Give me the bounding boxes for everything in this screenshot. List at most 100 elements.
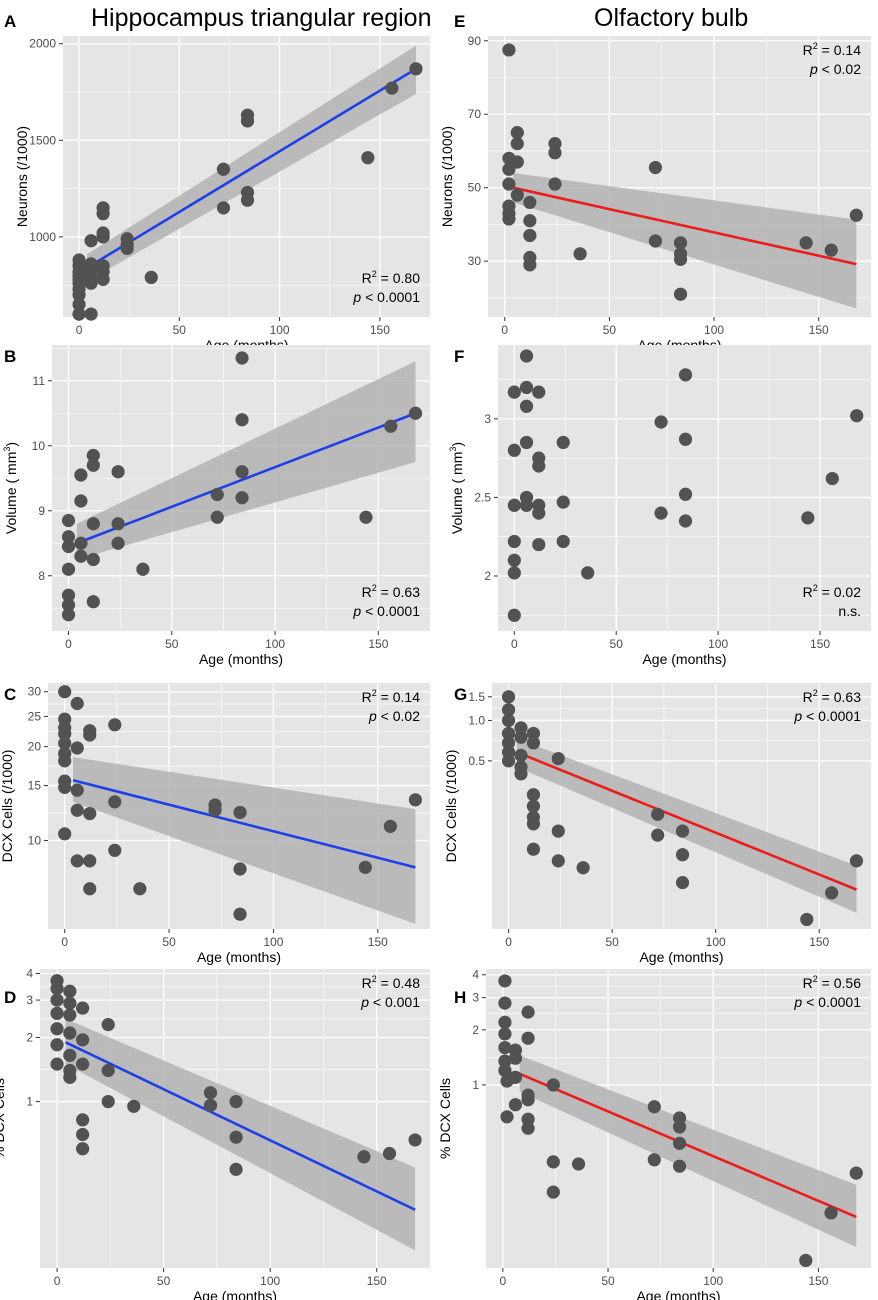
data-point — [83, 806, 97, 821]
data-point — [510, 188, 524, 202]
data-point — [551, 854, 565, 868]
data-point — [136, 562, 150, 576]
data-point — [825, 471, 839, 486]
data-point — [233, 805, 247, 820]
y-tick-label: 30 — [468, 254, 482, 268]
data-point — [651, 828, 665, 842]
data-point — [526, 788, 541, 802]
data-point — [514, 721, 528, 735]
x-tick-label: 100 — [263, 935, 283, 949]
data-point — [523, 258, 537, 272]
data-point — [384, 419, 398, 433]
data-point — [507, 385, 521, 399]
y-tick-label: 2 — [26, 1031, 33, 1045]
data-point — [508, 1070, 523, 1084]
data-point — [800, 912, 814, 927]
x-tick-label: 0 — [61, 935, 68, 949]
p-value-label: n.s. — [838, 603, 861, 619]
data-point — [58, 754, 72, 768]
data-point — [498, 1063, 512, 1078]
y-tick-label: 1500 — [29, 133, 56, 147]
data-point — [672, 1159, 687, 1173]
data-point — [50, 1006, 64, 1020]
data-point — [556, 534, 570, 549]
data-point — [501, 713, 516, 728]
r-squared-label: R2 = 0.02 — [803, 583, 862, 600]
regression-line — [512, 186, 857, 266]
y-tick-label: 30 — [28, 685, 42, 699]
x-tick-label: 50 — [610, 637, 624, 651]
data-point — [521, 1093, 535, 1107]
y-tick-label: 8 — [38, 569, 45, 583]
confidence-band — [519, 1055, 857, 1248]
data-point — [647, 1100, 661, 1114]
data-point — [849, 208, 863, 222]
data-point — [58, 780, 72, 794]
regression-line — [72, 779, 416, 869]
panel-f: F 0 50 100 150 2 2.5 3 R2 = 0.02 n.s. Age (months)… — [448, 345, 871, 667]
y-axis-label: % DCX Cells — [437, 1078, 453, 1159]
data-point — [240, 185, 255, 200]
data-point — [519, 380, 534, 395]
data-point — [144, 270, 158, 285]
panel-letter-g: G — [454, 685, 467, 704]
data-point — [507, 443, 521, 457]
x-tick-label: 150 — [367, 1274, 387, 1288]
data-point — [101, 1063, 115, 1078]
data-point — [678, 514, 693, 528]
data-point — [58, 685, 72, 699]
data-point — [216, 201, 231, 215]
data-point — [523, 228, 537, 243]
data-point — [63, 1008, 77, 1022]
data-point — [556, 495, 570, 509]
data-point — [86, 448, 100, 463]
data-point — [502, 212, 516, 226]
panel-letter-c: C — [4, 685, 16, 704]
data-point — [532, 537, 546, 552]
data-point — [74, 494, 88, 508]
data-point — [382, 1146, 397, 1161]
data-point — [824, 1206, 838, 1220]
data-point — [546, 1185, 560, 1199]
data-point — [210, 487, 224, 502]
p-value-label: p < 0.0001 — [793, 708, 861, 724]
x-tick-label: 150 — [368, 637, 388, 651]
data-point — [61, 608, 76, 622]
data-point — [526, 799, 541, 813]
y-tick-label: 90 — [468, 34, 482, 48]
y-tick-label: 1000 — [29, 230, 56, 244]
x-tick-label: 0 — [76, 323, 83, 337]
data-point — [825, 886, 839, 900]
data-point — [72, 297, 86, 312]
confidence-band — [73, 757, 416, 924]
data-point — [526, 817, 541, 831]
regression-line — [519, 1072, 857, 1219]
data-point — [526, 726, 541, 741]
data-point — [359, 510, 373, 524]
data-point — [824, 243, 838, 257]
x-tick-label: 100 — [703, 1274, 723, 1288]
x-axis-label: Age (months) — [193, 1288, 277, 1300]
y-tick-label: 2 — [484, 569, 491, 583]
data-point — [84, 257, 98, 271]
data-point — [519, 349, 534, 363]
data-point — [76, 1142, 90, 1156]
data-point — [498, 1027, 512, 1041]
data-point — [502, 43, 516, 57]
panel-letter-a: A — [4, 12, 16, 31]
x-tick-label: 50 — [157, 1274, 171, 1288]
data-point — [507, 553, 521, 567]
data-point — [76, 1001, 90, 1015]
data-point — [498, 1040, 512, 1055]
data-point — [648, 234, 663, 248]
data-point — [50, 1022, 64, 1036]
y-axis-label: Volume ( mm3) — [448, 442, 465, 534]
y-tick-label: 10 — [28, 833, 42, 847]
data-point — [50, 993, 64, 1007]
data-point — [548, 137, 562, 151]
x-tick-label: 50 — [605, 935, 619, 949]
y-tick-label: 3 — [26, 993, 33, 1007]
data-point — [74, 536, 88, 550]
header-olfactory-bulb: Olfactory bulb — [594, 4, 749, 32]
y-axis-label: DCX Cells (/1000) — [443, 750, 459, 863]
